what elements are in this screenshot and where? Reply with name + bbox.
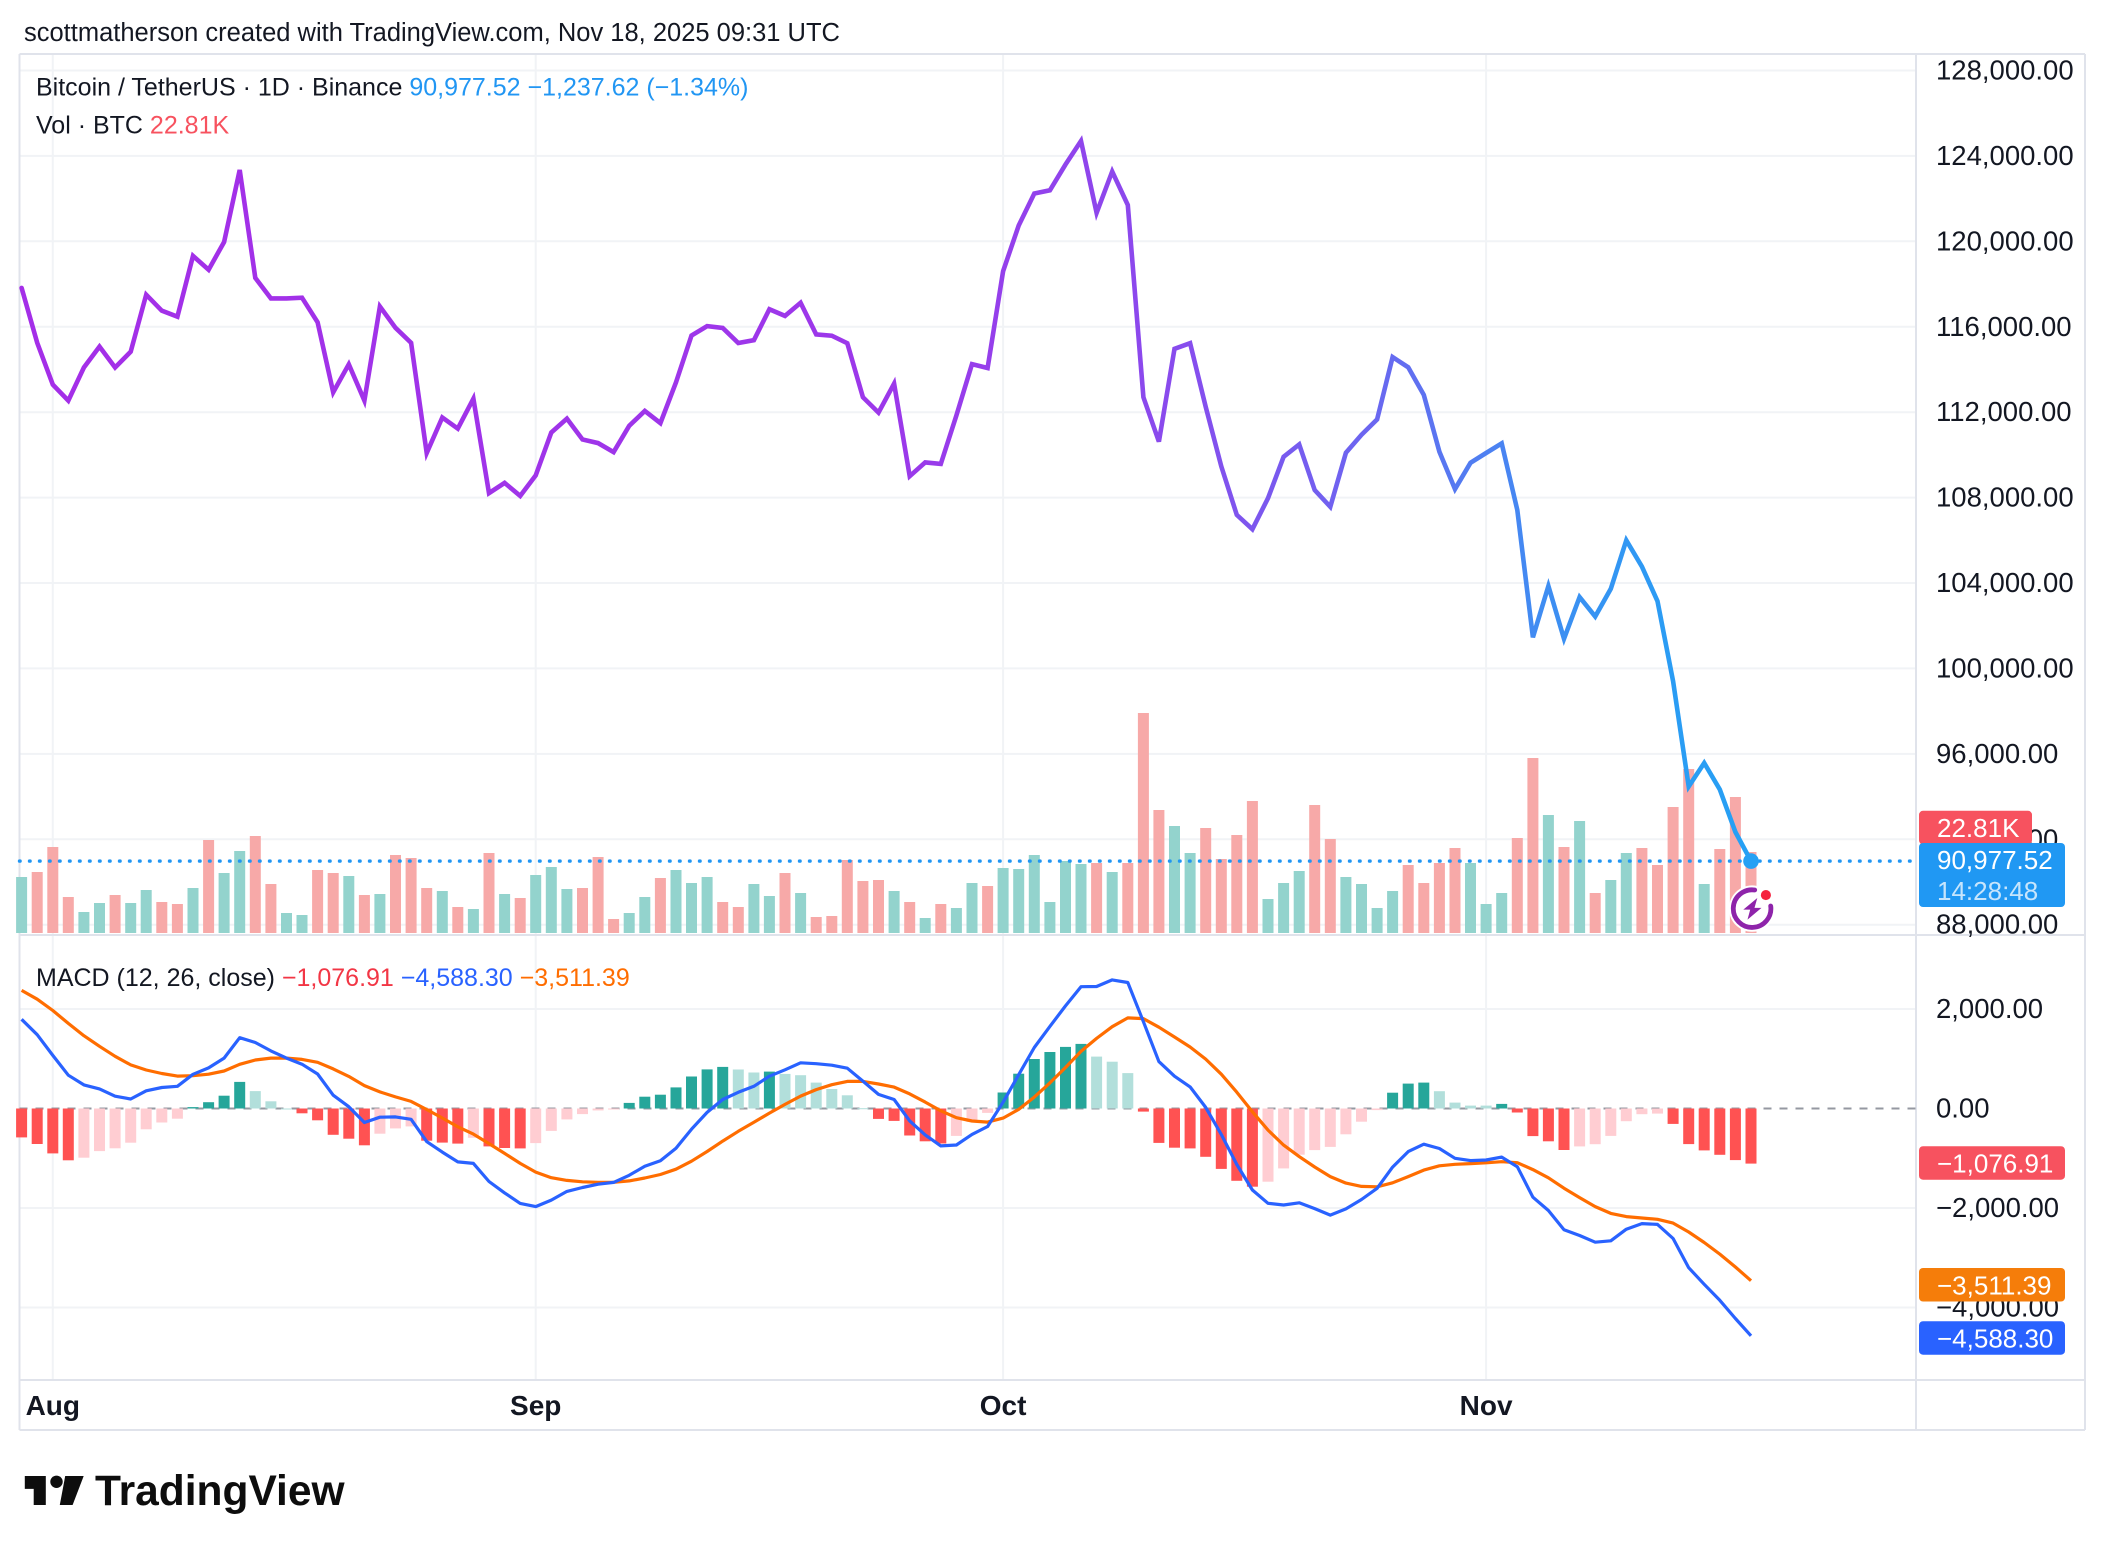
svg-text:100,000.00: 100,000.00 <box>1936 652 2074 683</box>
svg-text:88,000.00: 88,000.00 <box>1936 909 2058 940</box>
svg-text:−3,511.39: −3,511.39 <box>1937 1270 2051 1300</box>
svg-text:−2,000.00: −2,000.00 <box>1936 1192 2059 1223</box>
svg-text:0.00: 0.00 <box>1936 1093 1990 1124</box>
svg-text:Aug: Aug <box>26 1390 80 1421</box>
svg-text:MACD (12, 26, close) −1,076.91: MACD (12, 26, close) −1,076.91 −4,588.30… <box>36 964 630 992</box>
svg-text:−1,076.91: −1,076.91 <box>1937 1149 2053 1179</box>
svg-text:14:28:48: 14:28:48 <box>1937 876 2038 906</box>
svg-text:124,000.00: 124,000.00 <box>1936 140 2074 171</box>
svg-text:Oct: Oct <box>980 1390 1027 1421</box>
svg-text:Nov: Nov <box>1460 1390 1513 1421</box>
svg-text:2,000.00: 2,000.00 <box>1936 993 2043 1024</box>
svg-text:116,000.00: 116,000.00 <box>1936 311 2072 342</box>
svg-text:108,000.00: 108,000.00 <box>1936 482 2074 513</box>
svg-text:−4,588.30: −4,588.30 <box>1937 1324 2053 1354</box>
svg-text:TradingView: TradingView <box>95 1468 346 1515</box>
svg-text:90,977.52: 90,977.52 <box>1937 845 2053 875</box>
svg-text:96,000.00: 96,000.00 <box>1936 738 2058 769</box>
svg-text:Bitcoin / TetherUS · 1D · Bina: Bitcoin / TetherUS · 1D · Binance 90,977… <box>36 74 749 102</box>
svg-text:104,000.00: 104,000.00 <box>1936 567 2074 598</box>
svg-text:112,000.00: 112,000.00 <box>1936 396 2072 427</box>
svg-text:scottmatherson created with Tr: scottmatherson created with TradingView.… <box>24 19 840 47</box>
svg-text:120,000.00: 120,000.00 <box>1936 225 2074 256</box>
svg-text:Vol · BTC 22.81K: Vol · BTC 22.81K <box>36 112 229 140</box>
svg-text:22.81K: 22.81K <box>1937 813 2020 843</box>
svg-text:Sep: Sep <box>510 1390 561 1421</box>
svg-text:128,000.00: 128,000.00 <box>1936 55 2074 86</box>
